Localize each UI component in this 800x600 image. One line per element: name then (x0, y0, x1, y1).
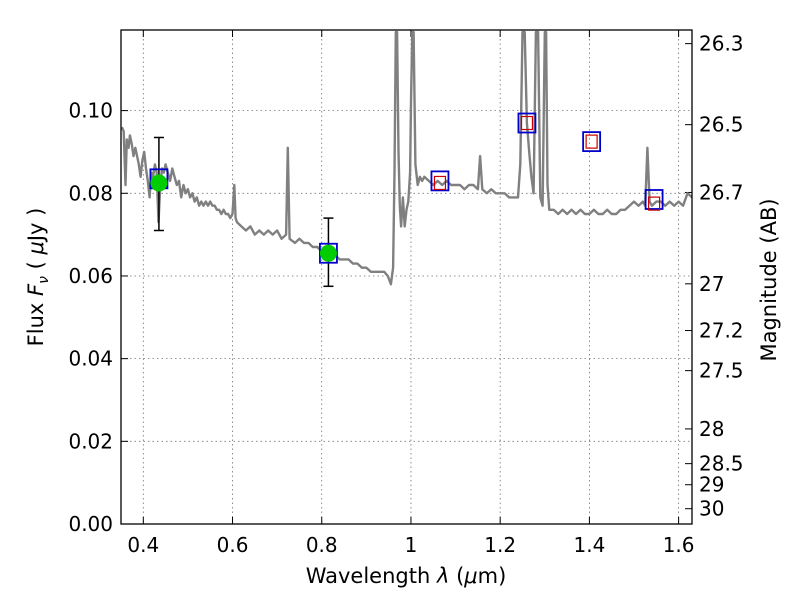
x-tick-label: 1.2 (484, 533, 516, 557)
x-tick-label: 1.6 (663, 533, 695, 557)
x-tick-label: 0.4 (127, 533, 159, 557)
y2-tick-label: 30 (699, 497, 724, 521)
y2-tick-label: 29 (699, 473, 724, 497)
x-tick-label: 1.4 (573, 533, 605, 557)
grid-lines (121, 30, 692, 525)
y2-tick-label: 28.5 (699, 452, 744, 476)
model-flux-red-square (520, 115, 534, 131)
observed-flux-point (150, 174, 168, 192)
observed-flux-point (319, 244, 337, 262)
y-tick-labels: 0.00 0.02 0.04 0.06 0.08 0.10 (68, 99, 113, 536)
model-flux-red-square (585, 134, 598, 149)
y2-tick-label: 26.7 (699, 180, 744, 204)
model-spectrum-line (121, 30, 692, 286)
y2-tick-label: 28 (699, 417, 724, 441)
y-tick-label: 0.10 (68, 99, 113, 123)
y2-tick-label: 26.3 (699, 32, 744, 56)
model-flux-blue-square (582, 131, 602, 153)
y2-tick-label: 27.5 (699, 359, 744, 383)
y2-tick-label: 26.5 (699, 113, 744, 137)
y-tick-label: 0.04 (68, 347, 113, 371)
x-tick-label: 1 (405, 533, 418, 557)
model-flux-blue-square (517, 112, 537, 134)
model-flux-blue-square (644, 189, 664, 210)
x-tick-labels: 0.4 0.6 0.8 1 1.2 1.4 1.6 (127, 533, 694, 557)
x-tick-label: 0.6 (217, 533, 249, 557)
x-tick-label: 0.8 (306, 533, 338, 557)
y-axis-title: Flux Fν ( μJy ) (24, 208, 52, 347)
model-flux-red-square (647, 196, 661, 211)
model-flux-blue-square (430, 170, 450, 192)
x-axis-title: Wavelength λ (μm) (306, 564, 507, 588)
y-tick-label: 0.00 (68, 512, 113, 536)
data-series (121, 30, 692, 288)
axis-ticks (121, 30, 692, 525)
y2-tick-label: 27.2 (699, 319, 744, 343)
y-tick-label: 0.08 (68, 181, 113, 205)
plot-frame (120, 29, 693, 525)
y2-tick-label: 27 (699, 272, 724, 296)
y2-axis-title: Magnitude (AB) (757, 198, 781, 361)
model-flux-red-square (433, 175, 447, 191)
y-tick-label: 0.02 (68, 429, 113, 453)
y-tick-label: 0.06 (68, 264, 113, 288)
